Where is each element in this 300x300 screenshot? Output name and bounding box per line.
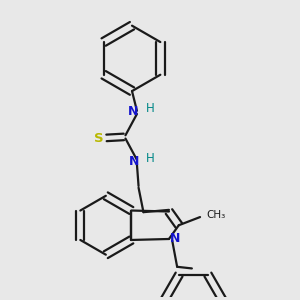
Text: N: N [128, 105, 138, 118]
Text: CH₃: CH₃ [207, 210, 226, 220]
Text: H: H [146, 102, 155, 115]
Text: N: N [170, 232, 180, 245]
Text: S: S [94, 132, 104, 145]
Text: H: H [146, 152, 155, 165]
Text: N: N [128, 155, 139, 168]
